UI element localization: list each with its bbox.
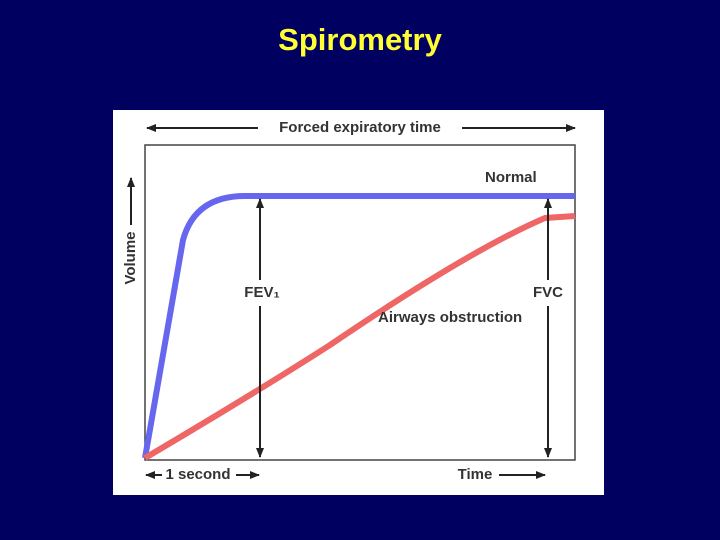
obstruction-curve — [143, 213, 576, 461]
fvc-label: FVC — [533, 284, 563, 301]
fev1-label: FEV₁ — [244, 284, 279, 301]
top-axis-label: Forced expiratory time — [279, 119, 441, 136]
x-axis-label: Time — [458, 466, 493, 483]
diagram-panel — [113, 110, 604, 495]
normal-curve — [142, 193, 575, 459]
normal-label: Normal — [485, 169, 537, 186]
plot-frame — [144, 144, 576, 461]
y-axis-label: Volume — [122, 231, 139, 284]
slide-title: Spirometry — [278, 22, 442, 57]
obstruction-label: Airways obstruction — [378, 309, 522, 326]
interval-label: 1 second — [165, 466, 230, 483]
